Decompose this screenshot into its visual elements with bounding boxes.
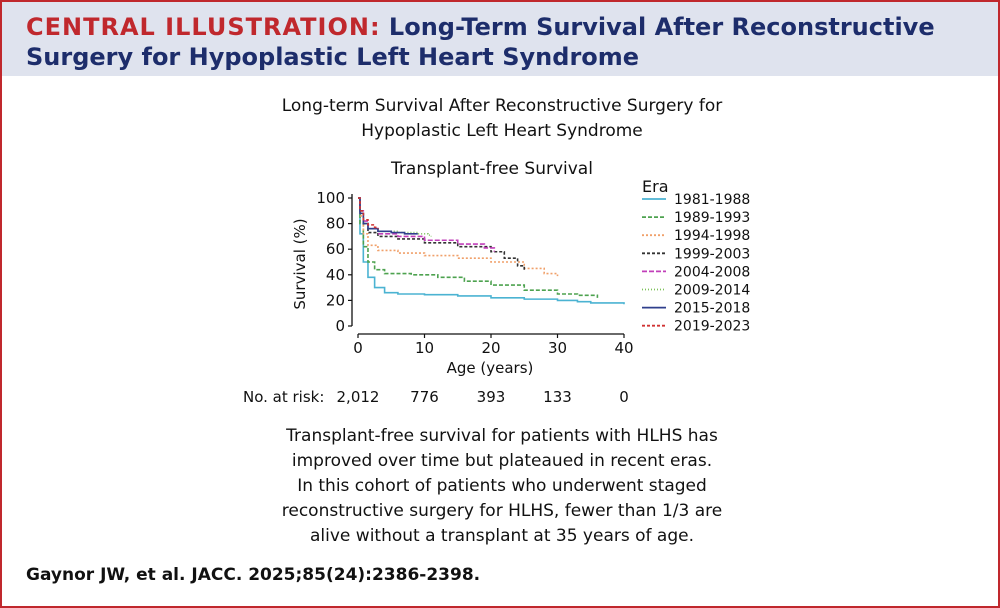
x-tick-label: 40: [614, 339, 633, 357]
series-line-2015-2018: [358, 197, 418, 235]
x-tick-label: 20: [481, 339, 500, 357]
legend-label: 2019-2023: [674, 319, 750, 335]
x-tick-label: 30: [548, 339, 567, 357]
y-tick-label: 0: [335, 317, 345, 335]
at-risk-row: 2,012 776 393 133 0: [337, 388, 629, 406]
legend-label: 2009-2014: [674, 283, 750, 299]
caption-line: improved over time but plateaued in rece…: [291, 451, 713, 471]
header-banner: CENTRAL ILLUSTRATION: Long-Term Survival…: [2, 2, 998, 76]
at-risk-value: 0: [619, 388, 629, 406]
axes: 0 20 40 60 80 100 0 10 20 30 40: [316, 189, 633, 357]
at-risk-value: 133: [543, 388, 572, 406]
y-tick-label: 80: [326, 215, 345, 233]
y-tick-label: 60: [326, 240, 345, 258]
y-tick-label: 100: [316, 189, 345, 207]
legend-label: 1994-1998: [674, 228, 750, 244]
caption-line: reconstructive surgery for HLHS, fewer t…: [281, 501, 723, 521]
y-tick-label: 20: [326, 291, 345, 309]
legend-label: 2004-2008: [674, 264, 750, 280]
x-axis-label: Age (years): [447, 359, 534, 377]
at-risk-value: 2,012: [337, 388, 380, 406]
series-line-1989-1993: [358, 197, 599, 298]
central-illustration-label: CENTRAL ILLUSTRATION:: [26, 13, 381, 41]
y-axis-label: Survival (%): [291, 218, 309, 309]
x-tick-label: 0: [353, 339, 363, 357]
caption-line: alive without a transplant at 35 years o…: [310, 526, 694, 546]
legend-title: Era: [642, 177, 669, 196]
at-risk-label: No. at risk:: [243, 388, 324, 406]
chart-title: Transplant-free Survival: [390, 159, 593, 179]
series-lines: [358, 197, 625, 305]
at-risk-value: 393: [477, 388, 506, 406]
caption-line: Transplant-free survival for patients wi…: [286, 426, 718, 446]
at-risk-value: 776: [410, 388, 439, 406]
legend-label: 1999-2003: [674, 246, 750, 262]
legend-label: 1989-1993: [674, 210, 750, 226]
series-line-1981-1988: [358, 197, 625, 305]
series-line-2019-2023: [358, 197, 379, 229]
series-line-1994-1998: [358, 197, 559, 277]
figure-title-line1: Long-term Survival After Reconstructive …: [281, 96, 723, 116]
figure-title: Long-term Survival After Reconstructive …: [232, 94, 772, 144]
legend-label: 2015-2018: [674, 301, 750, 317]
caption-line: In this cohort of patients who underwent…: [297, 476, 707, 496]
x-tick-label: 10: [415, 339, 434, 357]
legend-label: 1981-1988: [674, 192, 750, 208]
series-line-2009-2014: [358, 197, 432, 237]
header-title-line2: Surgery for Hypoplastic Left Heart Syndr…: [26, 43, 640, 71]
figure-title-line2: Hypoplastic Left Heart Syndrome: [361, 121, 643, 141]
caption: Transplant-free survival for patients wi…: [242, 424, 762, 549]
header-title-line1: Long-Term Survival After Reconstructive: [388, 13, 935, 41]
series-line-2004-2008: [358, 197, 496, 252]
citation: Gaynor JW, et al. JACC. 2025;85(24):2386…: [26, 565, 481, 585]
legend: 1981-1988 1989-1993 1994-1998 1999-2003 2004…: [642, 192, 750, 335]
y-tick-label: 40: [326, 266, 345, 284]
